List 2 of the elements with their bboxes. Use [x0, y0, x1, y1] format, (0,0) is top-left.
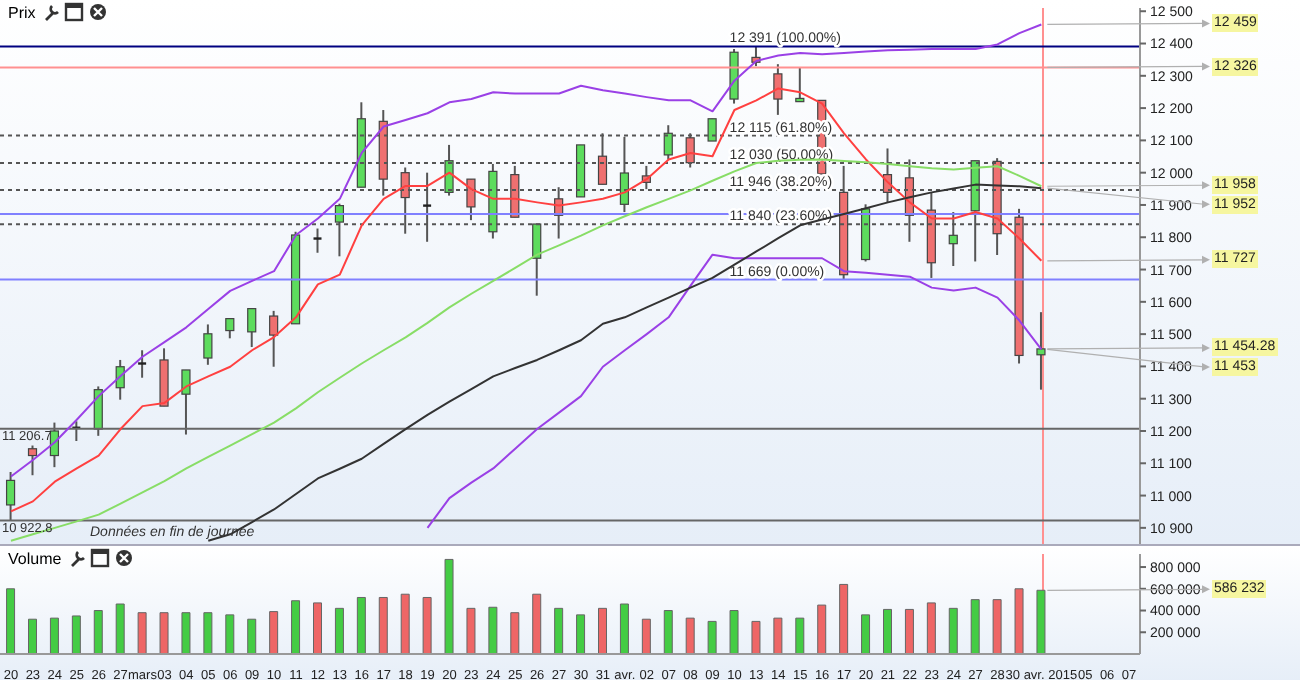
chart-title: Volume: [8, 549, 62, 567]
chart-title: Prix: [8, 3, 36, 21]
